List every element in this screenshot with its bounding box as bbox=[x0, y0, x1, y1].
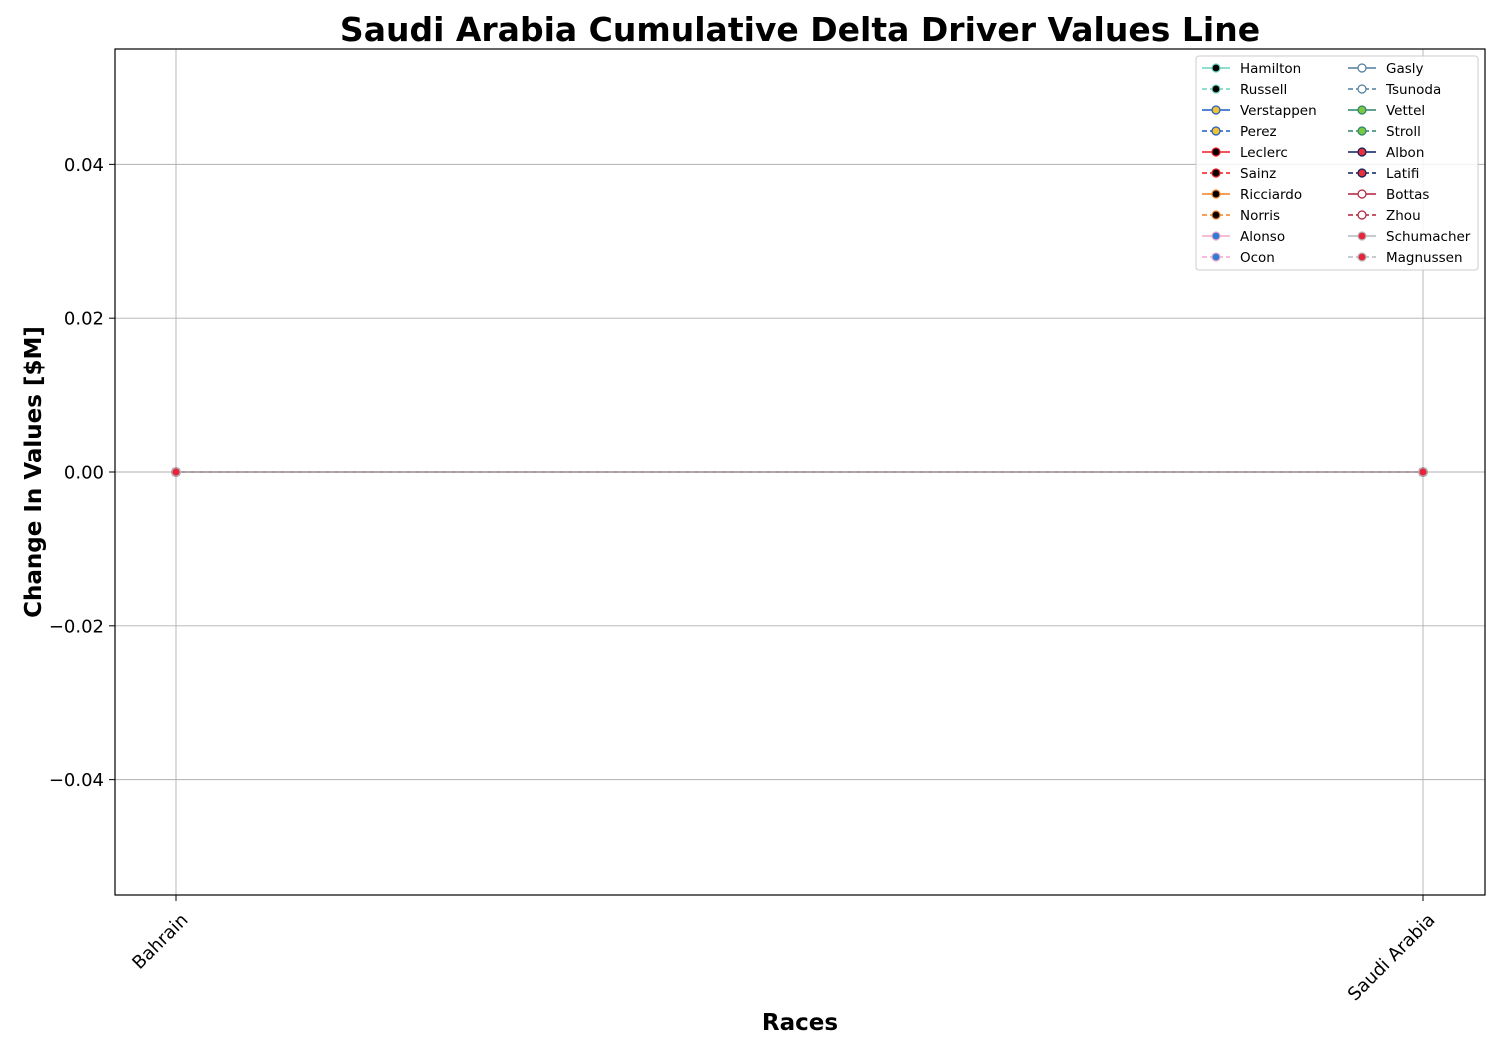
legend-marker bbox=[1357, 126, 1367, 136]
legend-label: Ricciardo bbox=[1240, 187, 1302, 203]
legend-marker bbox=[1211, 63, 1221, 73]
legend-label: Sainz bbox=[1240, 166, 1276, 182]
legend-label: Zhou bbox=[1386, 208, 1421, 224]
legend-label: Stroll bbox=[1386, 124, 1421, 140]
legend-entry-zhou: Zhou bbox=[1348, 208, 1421, 224]
legend-label: Albon bbox=[1386, 145, 1424, 161]
legend-label: Perez bbox=[1240, 124, 1277, 140]
legend-label: Ocon bbox=[1240, 250, 1275, 266]
legend-entry-hamilton: Hamilton bbox=[1202, 61, 1301, 77]
legend-marker bbox=[1357, 84, 1367, 94]
legend-label: Schumacher bbox=[1386, 229, 1471, 245]
legend-entry-ricciardo: Ricciardo bbox=[1202, 187, 1302, 203]
legend-marker bbox=[1211, 210, 1221, 220]
legend-marker bbox=[1211, 168, 1221, 178]
legend-marker bbox=[1357, 105, 1367, 115]
legend: Hamilton Russell Verstappen Perez Leclerc Sai… bbox=[1195, 55, 1479, 271]
legend-marker bbox=[1357, 231, 1367, 241]
legend-entry-leclerc: Leclerc bbox=[1202, 145, 1288, 161]
legend-entry-ocon: Ocon bbox=[1202, 250, 1275, 266]
y-tick-label: −0.02 bbox=[49, 616, 104, 637]
legend-entry-tsunoda: Tsunoda bbox=[1348, 82, 1441, 98]
legend-label: Russell bbox=[1240, 82, 1287, 98]
x-tick-label: Saudi Arabia bbox=[1344, 910, 1440, 1006]
chart-title: Saudi Arabia Cumulative Delta Driver Val… bbox=[340, 10, 1260, 49]
x-axis-label: Races bbox=[762, 1010, 838, 1036]
y-tick-label: 0.04 bbox=[64, 155, 104, 176]
data-point bbox=[1418, 467, 1428, 477]
legend-label: Verstappen bbox=[1240, 103, 1317, 119]
series-magnussen bbox=[171, 467, 1428, 477]
y-axis-label: Change In Values [$M] bbox=[21, 326, 47, 618]
legend-marker bbox=[1211, 105, 1221, 115]
legend-label: Latifi bbox=[1386, 166, 1419, 182]
legend-label: Tsunoda bbox=[1385, 82, 1441, 98]
y-tick-label: 0.02 bbox=[64, 309, 104, 330]
legend-marker bbox=[1211, 84, 1221, 94]
legend-entry-sainz: Sainz bbox=[1202, 166, 1276, 182]
legend-label: Gasly bbox=[1386, 61, 1424, 77]
legend-entry-perez: Perez bbox=[1202, 124, 1277, 140]
legend-marker bbox=[1211, 231, 1221, 241]
data-point bbox=[171, 467, 181, 477]
legend-entry-alonso: Alonso bbox=[1202, 229, 1285, 245]
x-axis-ticks: Bahrain Saudi Arabia bbox=[128, 895, 1439, 1005]
legend-label: Hamilton bbox=[1240, 61, 1301, 77]
legend-entry-latifi: Latifi bbox=[1348, 166, 1419, 182]
legend-entry-stroll: Stroll bbox=[1348, 124, 1421, 140]
legend-entry-albon: Albon bbox=[1348, 145, 1424, 161]
legend-marker bbox=[1357, 63, 1367, 73]
y-axis-ticks: −0.04 −0.02 0.00 0.02 0.04 bbox=[49, 155, 115, 791]
legend-entry-russell: Russell bbox=[1202, 82, 1287, 98]
legend-marker bbox=[1357, 168, 1367, 178]
legend-entry-schumacher: Schumacher bbox=[1348, 229, 1471, 245]
legend-label: Leclerc bbox=[1240, 145, 1288, 161]
legend-label: Vettel bbox=[1386, 103, 1425, 119]
legend-entry-norris: Norris bbox=[1202, 208, 1280, 224]
y-tick-label: 0.00 bbox=[64, 463, 104, 484]
legend-box bbox=[1195, 55, 1479, 271]
x-tick-label: Bahrain bbox=[128, 910, 192, 974]
legend-entry-gasly: Gasly bbox=[1348, 61, 1424, 77]
legend-marker bbox=[1357, 210, 1367, 220]
legend-entry-bottas: Bottas bbox=[1348, 187, 1429, 203]
legend-entry-vettel: Vettel bbox=[1348, 103, 1425, 119]
legend-label: Alonso bbox=[1240, 229, 1285, 245]
legend-entry-verstappen: Verstappen bbox=[1202, 103, 1317, 119]
y-tick-label: −0.04 bbox=[49, 770, 104, 791]
plot-series bbox=[171, 467, 1428, 477]
legend-label: Bottas bbox=[1386, 187, 1429, 203]
legend-marker bbox=[1357, 147, 1367, 157]
legend-marker bbox=[1211, 126, 1221, 136]
legend-marker bbox=[1211, 189, 1221, 199]
legend-marker bbox=[1357, 189, 1367, 199]
legend-label: Norris bbox=[1240, 208, 1280, 224]
legend-marker bbox=[1357, 252, 1367, 262]
legend-entry-magnussen: Magnussen bbox=[1348, 250, 1463, 266]
legend-marker bbox=[1211, 147, 1221, 157]
legend-marker bbox=[1211, 252, 1221, 262]
legend-label: Magnussen bbox=[1386, 250, 1463, 266]
